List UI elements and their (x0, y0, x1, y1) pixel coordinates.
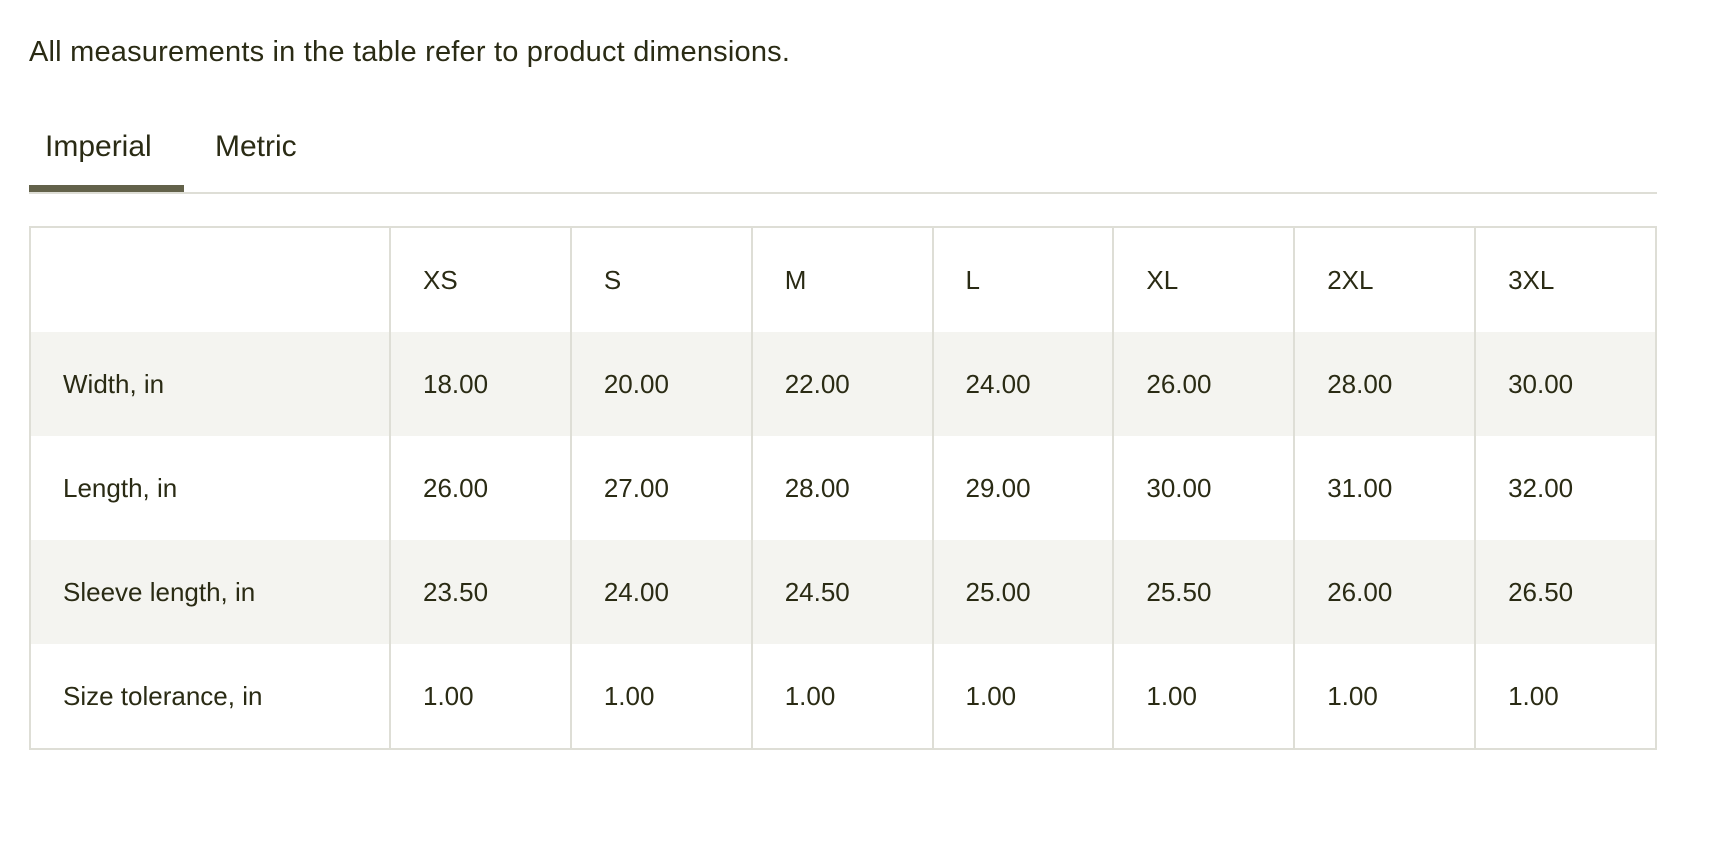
row-label: Size tolerance, in (63, 680, 263, 711)
row-label: Width, in (30, 332, 390, 436)
table-cell: 1.00 (569, 644, 752, 749)
column-header: L (931, 227, 1114, 332)
column-header: S (569, 227, 752, 332)
table-cell: 1.00 (1293, 644, 1476, 749)
table-cell: 25.50 (1112, 540, 1295, 644)
table-cell: 27.00 (569, 436, 752, 540)
table-cell: 26.00 (1293, 540, 1476, 644)
column-header: M (750, 227, 933, 332)
table-cell: 32.00 (1474, 436, 1656, 540)
row-label: Length, in (63, 472, 178, 503)
tab-imperial[interactable]: Imperial (29, 130, 184, 192)
table-row: Length, in 26.00 27.00 28.00 29.00 30.00 31.00… (30, 436, 1656, 540)
table-cell: 24.50 (750, 540, 933, 644)
table-cell: 26.00 (389, 436, 571, 540)
table-cell: 24.00 (931, 332, 1114, 436)
tab-metric[interactable]: Metric (215, 130, 297, 163)
column-header (30, 227, 390, 332)
table-cell: 24.00 (569, 540, 752, 644)
table-row: Size tolerance, in 1.00 1.00 1.00 1.00 1.00 1.… (30, 644, 1656, 749)
table-cell: 1.00 (931, 644, 1114, 749)
table-cell: 18.00 (389, 332, 571, 436)
table-cell: 1.00 (750, 644, 933, 749)
table-cell: 22.00 (750, 332, 933, 436)
column-header: XL (1112, 227, 1295, 332)
table-cell: 23.50 (389, 540, 571, 644)
column-header: 2XL (1293, 227, 1476, 332)
table-cell: 30.00 (1112, 436, 1295, 540)
size-table: XS S M L XL 2XL 3XL Width, in 18.00 20.00 22.00 24… (29, 226, 1657, 750)
table-cell: 26.50 (1474, 540, 1656, 644)
unit-tabs: Imperial Metric (29, 130, 1657, 194)
table-cell: 28.00 (750, 436, 933, 540)
table-row: Sleeve length, in 23.50 24.00 24.50 25.00 25.… (30, 540, 1656, 644)
table-row: Width, in 18.00 20.00 22.00 24.00 26.00 28.00 3… (30, 332, 1656, 436)
table-cell: 26.00 (1112, 332, 1295, 436)
table-cell: 31.00 (1293, 436, 1476, 540)
table-header-row: XS S M L XL 2XL 3XL (30, 227, 1656, 332)
table-cell: 28.00 (1293, 332, 1476, 436)
table-cell: 29.00 (931, 436, 1114, 540)
table-cell: 30.00 (1474, 332, 1656, 436)
intro-text: All measurements in the table refer to p… (29, 36, 791, 68)
table-cell: 1.00 (389, 644, 571, 749)
column-header: 3XL (1474, 227, 1656, 332)
row-label: Sleeve length, in (30, 540, 390, 644)
column-header: XS (389, 227, 571, 332)
table-cell: 1.00 (1474, 644, 1656, 749)
table-cell: 1.00 (1112, 644, 1295, 749)
table-cell: 25.00 (931, 540, 1114, 644)
table-cell: 20.00 (569, 332, 752, 436)
